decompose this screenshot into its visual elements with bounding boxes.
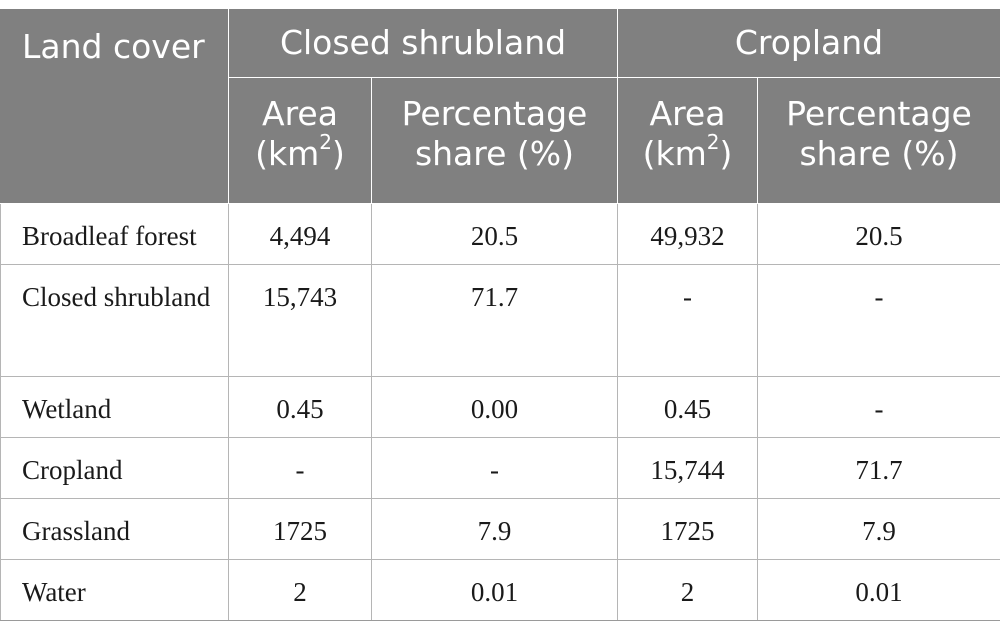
- table-row: Cropland - - 15,744 71.7: [0, 437, 1000, 499]
- row-label: Broadleaf forest: [0, 203, 229, 265]
- area-header: Area (km2): [617, 77, 758, 204]
- table-cell: 4,494: [228, 203, 372, 265]
- area-unit: (km2): [255, 130, 345, 173]
- table-cell: 71.7: [371, 264, 618, 377]
- table-row: Grassland 1725 7.9 1725 7.9: [0, 498, 1000, 560]
- table-cell: 0.45: [228, 376, 372, 438]
- row-label: Grassland: [0, 498, 229, 560]
- table-cell: -: [757, 264, 1000, 377]
- area-label: Area: [262, 94, 338, 133]
- table-row: Closed shrubland 15,743 71.7 - -: [0, 264, 1000, 377]
- table-cell: 71.7: [757, 437, 1000, 499]
- row-label: Wetland: [0, 376, 229, 438]
- table-cell: 1725: [228, 498, 372, 560]
- cropland-group-header: Cropland: [617, 8, 1000, 78]
- table-cell: -: [617, 264, 758, 377]
- table-cell: 0.01: [757, 559, 1000, 621]
- row-label: Water: [0, 559, 229, 621]
- table-cell: 20.5: [757, 203, 1000, 265]
- table-cell: 15,744: [617, 437, 758, 499]
- table-cell: 0.01: [371, 559, 618, 621]
- table-cell: -: [228, 437, 372, 499]
- percentage-share-header: Percentage share (%): [371, 77, 618, 204]
- table-cell: -: [371, 437, 618, 499]
- table-row: Broadleaf forest 4,494 20.5 49,932 20.5: [0, 203, 1000, 265]
- table-row: Wetland 0.45 0.00 0.45 -: [0, 376, 1000, 438]
- table-row: Water 2 0.01 2 0.01: [0, 559, 1000, 621]
- percentage-share-header: Percentage share (%): [757, 77, 1000, 204]
- area-unit: (km2): [642, 130, 733, 173]
- table-cell: 0.00: [371, 376, 618, 438]
- row-label: Cropland: [0, 437, 229, 499]
- table-cell: 7.9: [371, 498, 618, 560]
- table-cell: -: [757, 376, 1000, 438]
- closed-shrubland-group-header: Closed shrubland: [228, 8, 618, 78]
- table-cell: 2: [228, 559, 372, 621]
- area-label: Area: [649, 94, 726, 133]
- row-label: Closed shrubland: [0, 264, 229, 377]
- table-cell: 49,932: [617, 203, 758, 265]
- table-cell: 20.5: [371, 203, 618, 265]
- table-cell: 1725: [617, 498, 758, 560]
- land-cover-header: Land cover: [0, 8, 229, 204]
- table-cell: 15,743: [228, 264, 372, 377]
- area-header: Area (km2): [228, 77, 372, 204]
- table-cell: 7.9: [757, 498, 1000, 560]
- table-cell: 2: [617, 559, 758, 621]
- land-cover-table: Land cover Closed shrubland Cropland Are…: [0, 8, 1000, 621]
- table-cell: 0.45: [617, 376, 758, 438]
